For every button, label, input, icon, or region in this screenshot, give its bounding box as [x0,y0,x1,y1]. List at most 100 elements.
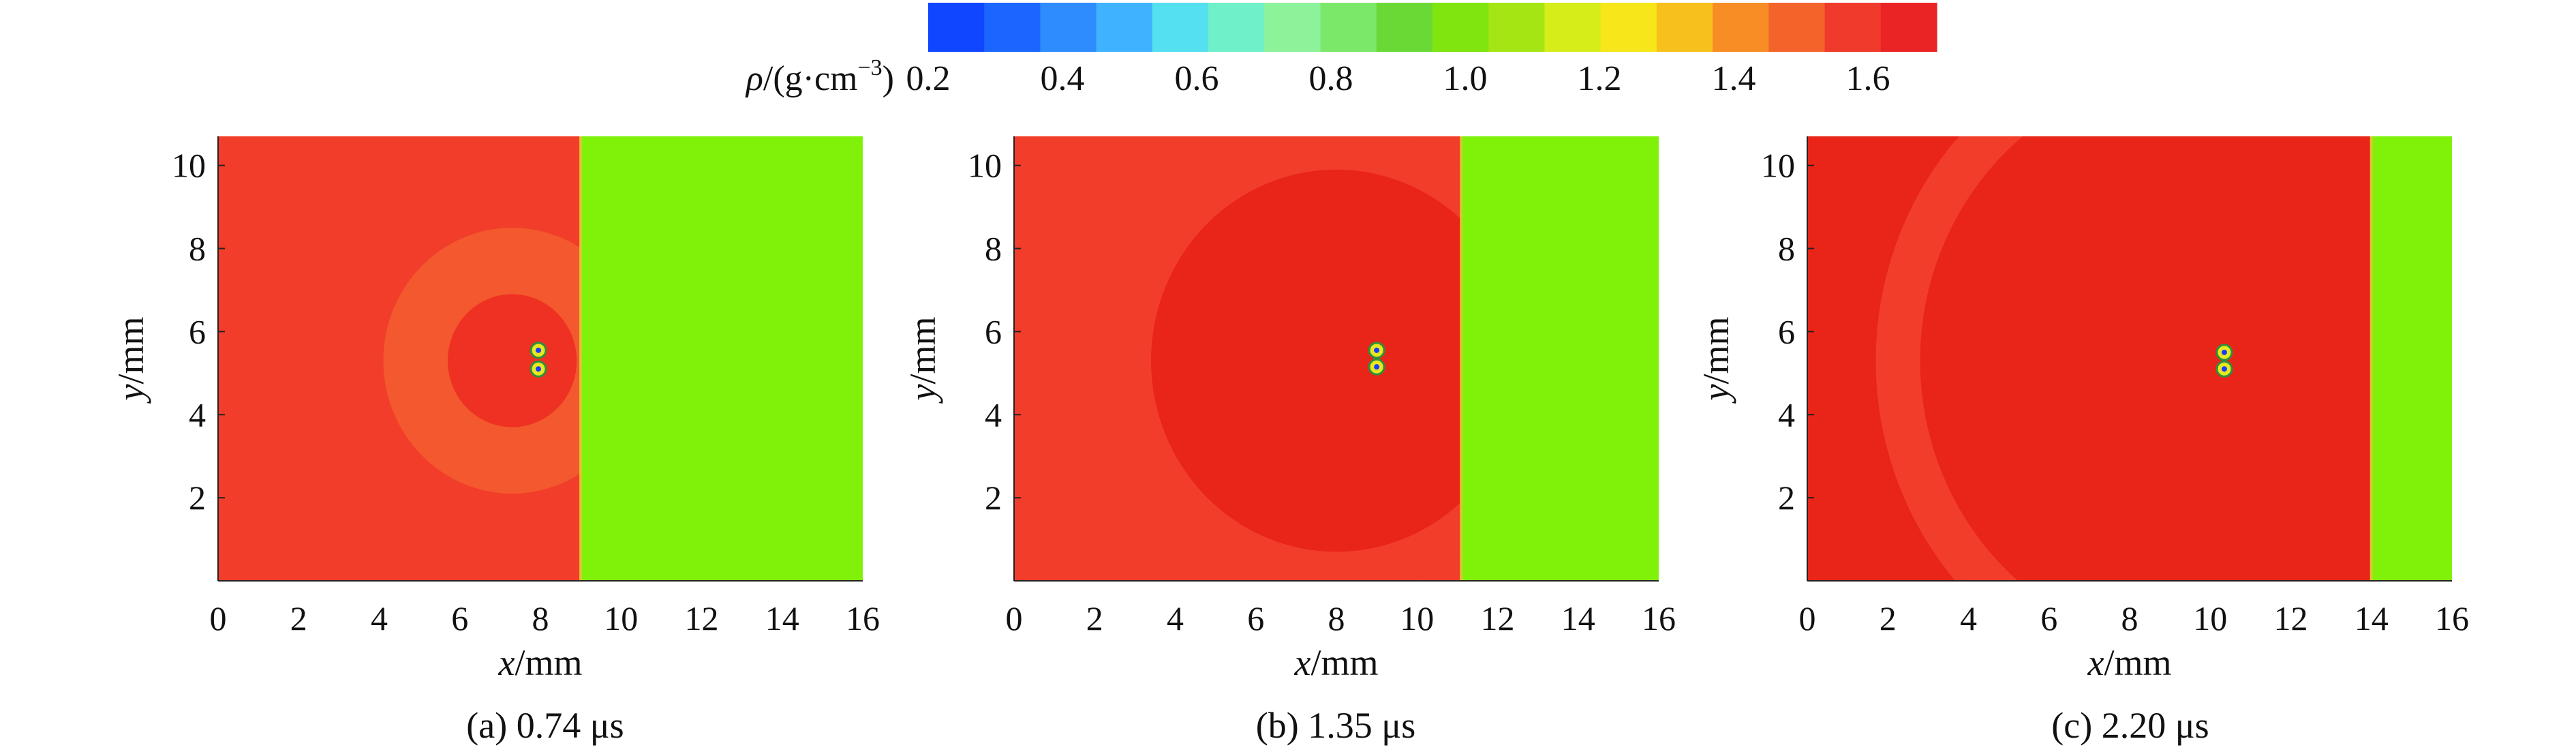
heatmap-field [1807,136,2452,581]
colorbar-tick-label: 0.8 [1309,59,1353,98]
colorbar-swatch [1264,3,1321,52]
panel-c: 0 2 4 6 8 10 12 14 16 2 4 6 8 10 x/mm y/mm (c) 2.20 μs [1696,136,2469,746]
x-axis-title: x/mm [2087,642,2172,683]
x-tick-label: 0 [1799,599,1816,637]
heatmap-field [1014,136,1659,581]
x-tick-label: 0 [1006,599,1023,637]
unshocked-region [2371,136,2452,581]
y-tick-label: 6 [1778,312,1795,350]
y-axis-title: y/mm [1696,317,1736,404]
x-tick-label: 14 [2355,599,2389,637]
colorbar-tick-label: 1.2 [1578,59,1622,98]
y-axis-title: y/mm [110,317,151,404]
colorbar-tick-label: 0.2 [906,59,951,98]
colorbar-swatch [928,3,985,52]
y-tick-label: 2 [1778,479,1795,517]
y-tick-label: 6 [189,312,206,350]
y-tick-label: 10 [172,147,206,185]
hot-spot-core [2221,349,2227,355]
colorbar-swatch [1208,3,1265,52]
y-tick-label: 8 [189,230,206,268]
colorbar-swatch [1040,3,1097,52]
x-tick-label: 12 [2274,599,2308,637]
panel-b: 0 2 4 6 8 10 12 14 16 2 4 6 8 10 x/mm y/mm (b) 1.35 μs [902,136,1676,746]
x-tick-label: 10 [1400,599,1434,637]
unshocked-region [1461,136,1659,581]
hot-spot-core [1374,364,1380,370]
x-tick-label: 16 [846,599,880,637]
colorbar-swatch [1824,3,1882,52]
colorbar-swatch [1544,3,1601,52]
x-tick-label: 2 [1880,599,1897,637]
colorbar: ρ/(g·cm−3) 0.2 0.4 0.6 0.8 1.0 1.2 1.4 1.6 [745,3,1937,98]
y-tick-label: 2 [985,479,1002,517]
colorbar-tick-label: 1.4 [1712,59,1756,98]
x-tick-label: 16 [2435,599,2469,637]
colorbar-swatch [1488,3,1546,52]
x-tick-label: 12 [685,599,719,637]
x-tick-label: 6 [1247,599,1264,637]
unshocked-region [581,136,863,581]
colorbar-swatch [1096,3,1153,52]
x-tick-label: 6 [451,599,468,637]
y-tick-label: 8 [985,230,1002,268]
colorbar-swatch [1320,3,1377,52]
y-axis-title: y/mm [902,317,943,404]
y-tick-label: 6 [985,312,1002,350]
colorbar-tick-label: 1.6 [1846,59,1890,98]
heatmap-field [218,136,863,581]
panel-a: 0 2 4 6 8 10 12 14 16 2 4 6 8 10 x/mm y/mm (a) 0.74 μs [110,136,880,746]
colorbar-swatch [984,3,1041,52]
colorbar-unit-exponent: −3 [857,55,882,80]
x-tick-label: 16 [1642,599,1676,637]
colorbar-unit-prefix: /(g·cm [763,59,858,98]
x-axis-title: x/mm [1294,642,1379,683]
x-tick-label: 12 [1481,599,1515,637]
x-tick-label: 6 [2040,599,2057,637]
hot-spot-core [1374,347,1380,353]
colorbar-swatch [1713,3,1769,52]
y-tick-label: 4 [1778,395,1795,434]
y-tick-label: 10 [968,147,1002,185]
x-tick-label: 14 [765,599,799,637]
x-tick-label: 4 [1960,599,1977,637]
colorbar-swatches [928,3,1937,52]
colorbar-tick-label: 0.6 [1175,59,1219,98]
inner-compressed-zone [1151,169,1522,552]
colorbar-unit-suffix: ) [883,59,894,98]
panel-caption: (a) 0.74 μs [466,705,624,746]
inner-compressed-zone [448,294,577,427]
colorbar-swatch [1152,3,1209,52]
colorbar-swatch [1656,3,1713,52]
x-tick-label: 8 [532,599,549,637]
x-tick-label: 4 [371,599,388,637]
x-tick-label: 10 [604,599,638,637]
y-tick-label: 8 [1778,230,1795,268]
panels: 0 2 4 6 8 10 12 14 16 2 4 6 8 10 x/mm y/mm (a) 0.74 μs 0 2… [110,136,2469,746]
x-tick-label: 8 [1328,599,1345,637]
colorbar-swatch [1600,3,1657,52]
y-tick-label: 10 [1761,147,1795,185]
x-axis-title: x/mm [498,642,583,683]
colorbar-swatch [1768,3,1826,52]
colorbar-unit-label: ρ/(g·cm−3) [745,55,894,98]
x-tick-label: 10 [2193,599,2227,637]
colorbar-quantity: ρ [745,59,763,98]
panel-caption: (b) 1.35 μs [1256,705,1415,746]
colorbar-tick-labels: 0.2 0.4 0.6 0.8 1.0 1.2 1.4 1.6 [906,59,1890,98]
inner-compressed-zone [1920,136,2452,581]
colorbar-tick-label: 0.4 [1041,59,1085,98]
colorbar-tick-label: 1.0 [1443,59,1488,98]
x-tick-label: 2 [290,599,307,637]
y-tick-label: 2 [189,479,206,517]
colorbar-swatch [1376,3,1433,52]
panel-caption: (c) 2.20 μs [2051,705,2209,746]
hot-spot-core [536,347,542,353]
x-tick-label: 0 [210,599,227,637]
x-tick-label: 4 [1167,599,1184,637]
x-tick-label: 14 [1561,599,1595,637]
x-tick-label: 2 [1086,599,1103,637]
colorbar-swatch [1432,3,1489,52]
x-tick-label: 8 [2121,599,2138,637]
